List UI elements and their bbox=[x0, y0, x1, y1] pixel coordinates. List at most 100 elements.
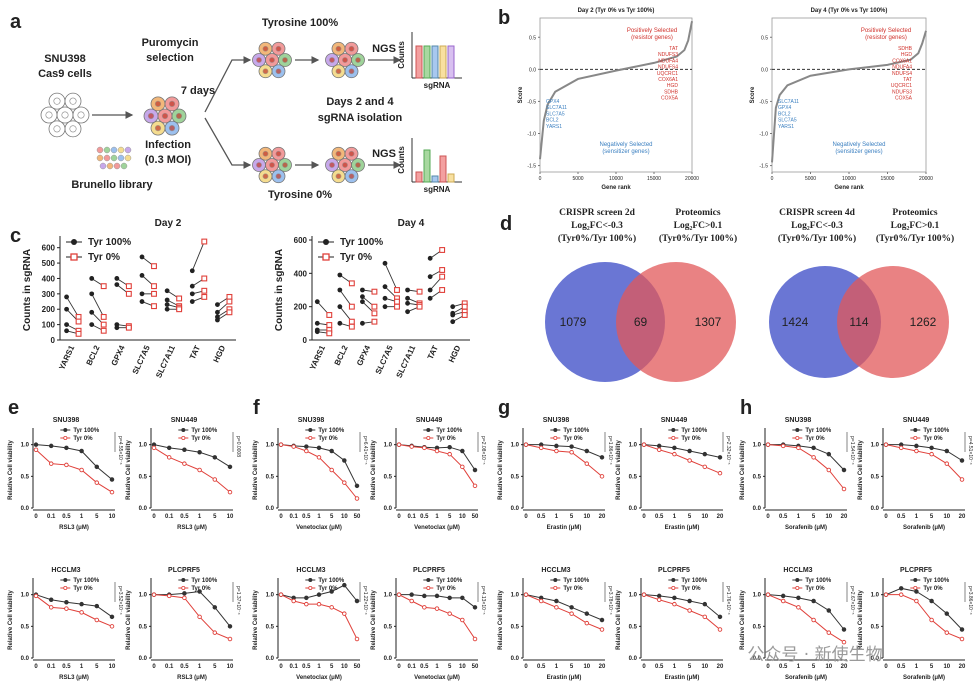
dot-tyr-100 bbox=[360, 299, 365, 305]
library-label: Brunello library bbox=[71, 179, 153, 191]
viability-point bbox=[656, 447, 662, 452]
legend-marker bbox=[323, 239, 329, 245]
plot-title: SNU398 bbox=[53, 417, 80, 424]
x-tick-label: 0 bbox=[766, 664, 770, 670]
x-tick-label: 1 bbox=[797, 514, 801, 520]
y-tick-label: 1.0 bbox=[139, 443, 148, 449]
viability-point bbox=[656, 593, 662, 599]
viability-point bbox=[796, 605, 801, 610]
virus bbox=[124, 154, 132, 162]
dot-tyr-0 bbox=[371, 318, 378, 325]
y-axis-label: Relative Cell viability bbox=[126, 439, 132, 499]
viability-point bbox=[780, 593, 786, 599]
x-tick-label: 10 bbox=[341, 514, 348, 520]
dot-tyr-0 bbox=[100, 283, 107, 290]
virus bbox=[120, 162, 128, 170]
viability-point bbox=[304, 444, 309, 449]
plot-title: SNU398 bbox=[298, 417, 325, 424]
cell-nucleus bbox=[256, 57, 262, 63]
viability-line bbox=[643, 444, 721, 458]
cell-nucleus bbox=[262, 173, 269, 180]
legend-marker bbox=[63, 435, 68, 440]
dot-tyr-100 bbox=[164, 297, 170, 303]
x-tick-label: 1 bbox=[915, 664, 919, 670]
dot-tyr-100 bbox=[382, 304, 388, 310]
x-tick-label: 0 bbox=[884, 664, 888, 670]
viability-line bbox=[153, 594, 231, 640]
cell-nucleus bbox=[342, 162, 348, 168]
virus bbox=[103, 154, 111, 162]
dot-tyr-100 bbox=[405, 287, 410, 293]
gene-label: UQCRC1 bbox=[657, 71, 678, 77]
gene-label: NDUFS4 bbox=[658, 65, 678, 71]
x-tick-label: 0 bbox=[524, 664, 528, 670]
cell-nucleus bbox=[168, 125, 176, 132]
y-tick-label: 0 bbox=[51, 336, 56, 345]
gene-label: SLC7A5 bbox=[546, 111, 565, 117]
viability-point bbox=[554, 598, 559, 604]
y-tick-label: 0.0 bbox=[139, 506, 148, 512]
dot-tyr-0 bbox=[100, 321, 107, 328]
viability-point bbox=[354, 598, 360, 604]
cell-nucleus bbox=[61, 111, 69, 119]
viability-point bbox=[409, 598, 414, 604]
y-axis-label: Counts in sgRNA bbox=[274, 249, 285, 331]
dot-tyr-0 bbox=[326, 322, 333, 328]
legend-label: Tyr 0% bbox=[923, 436, 943, 442]
cell-nucleus bbox=[262, 45, 269, 52]
x-tick-label: 0 bbox=[766, 514, 770, 520]
y-axis-label: Relative Cell viability bbox=[371, 439, 377, 499]
x-tick-label: 0 bbox=[771, 176, 774, 182]
y-tick-label: 0.5 bbox=[511, 474, 520, 480]
x-tick-label: 15000 bbox=[881, 176, 895, 182]
y-tick-label: 1.0 bbox=[266, 443, 275, 449]
y-tick-label: 0.0 bbox=[511, 506, 520, 512]
legend-label: Tyr 0% bbox=[318, 436, 338, 442]
viability-point bbox=[959, 458, 965, 463]
y-axis-label: Relative Cell viability bbox=[498, 439, 504, 499]
dot-tyr-0 bbox=[439, 273, 446, 280]
y-axis-label: Relative Cell viability bbox=[740, 589, 746, 649]
x-tick-label: 10000 bbox=[609, 176, 623, 182]
viability-point bbox=[64, 600, 69, 605]
x-tick-label: 1 bbox=[797, 664, 801, 670]
virus bbox=[103, 146, 111, 154]
cell-nucleus bbox=[335, 173, 342, 180]
x-tick-label: 5 bbox=[688, 514, 692, 520]
cell-nucleus bbox=[329, 57, 335, 63]
legend-label: Tyr 0% bbox=[73, 586, 93, 592]
viability-point bbox=[434, 593, 440, 599]
viability-point bbox=[151, 592, 157, 597]
legend-label: Tyr 100% bbox=[436, 578, 463, 584]
plot-title: Day 4 (Tyr 0% vs Tyr 100%) bbox=[811, 8, 888, 14]
pair-line bbox=[91, 293, 105, 318]
x-tick-label: TAT bbox=[426, 344, 440, 361]
panel-label: c bbox=[10, 225, 21, 247]
viability-point bbox=[914, 448, 919, 454]
viability-point bbox=[434, 448, 440, 454]
dot-tyr-0 bbox=[348, 280, 355, 287]
dot-tyr-0 bbox=[125, 324, 132, 331]
viability-point bbox=[48, 597, 54, 602]
step-label: 7 days bbox=[181, 85, 215, 97]
y-tick-label: 0.5 bbox=[21, 624, 30, 630]
x-tick-label: 10 bbox=[943, 664, 950, 670]
viability-point bbox=[569, 444, 574, 449]
x-tick-label: 0 bbox=[642, 514, 646, 520]
x-tick-label: YARS1 bbox=[57, 344, 76, 372]
viability-point bbox=[717, 627, 723, 632]
plot-title: SNU398 bbox=[543, 417, 570, 424]
legend-marker bbox=[553, 435, 558, 440]
dot-tyr-100 bbox=[314, 329, 320, 335]
y-axis-label: Score bbox=[750, 86, 756, 103]
y-tick-label: -0.5 bbox=[527, 99, 536, 105]
venn-label: CRISPR screen 4d bbox=[779, 208, 856, 218]
legend-marker bbox=[426, 427, 431, 432]
viability-point bbox=[48, 443, 54, 449]
x-tick-label: 20 bbox=[959, 664, 966, 670]
dot-tyr-100 bbox=[114, 282, 120, 288]
dot-tyr-0 bbox=[151, 303, 157, 310]
y-tick-label: 1.0 bbox=[266, 593, 275, 599]
x-tick-label: 0.5 bbox=[420, 664, 429, 670]
dot-tyr-0 bbox=[416, 303, 423, 310]
